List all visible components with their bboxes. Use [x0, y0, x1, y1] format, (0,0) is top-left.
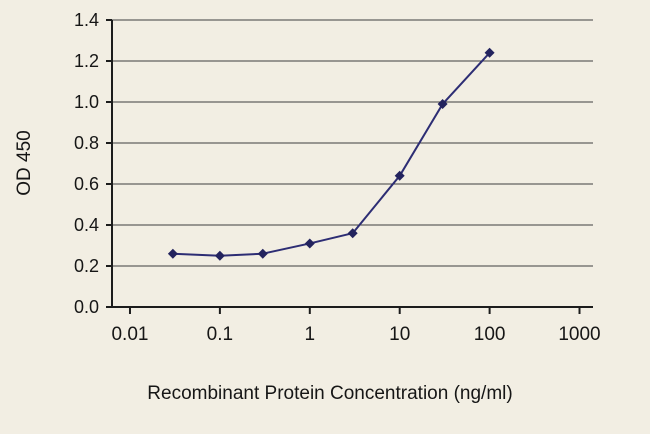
data-point-marker: [394, 170, 405, 181]
y-tick-label: 1.2: [74, 51, 99, 71]
data-point-marker: [437, 99, 448, 110]
x-tick-label: 1000: [558, 324, 600, 345]
y-tick-label: 0.6: [74, 174, 99, 194]
y-tick-label: 1.4: [74, 10, 99, 30]
y-tick-label: 0.8: [74, 133, 99, 153]
x-tick-label: 0.1: [207, 324, 233, 345]
y-axis-title: OD 450: [14, 130, 35, 195]
data-point-marker: [257, 248, 268, 259]
y-tick-label: 0.4: [74, 215, 99, 235]
data-point-marker: [484, 47, 495, 58]
data-point-marker: [214, 250, 225, 261]
data-point-marker: [304, 238, 315, 249]
data-series: [167, 47, 495, 261]
y-tick-labels: 0.0 0.2 0.4 0.6 0.8 1.0 1.2 1.4: [74, 10, 112, 317]
y-tick-label: 0.0: [74, 297, 99, 317]
x-tick-label: 1: [305, 324, 316, 345]
data-point-marker: [167, 248, 178, 259]
y-tick-label: 1.0: [74, 92, 99, 112]
x-axis-title: Recombinant Protein Concentration (ng/ml…: [147, 383, 512, 404]
axes: [111, 20, 593, 308]
x-tick-label: 0.01: [111, 324, 148, 345]
x-tick-labels: 0.01 0.1 1 10 100 1000: [111, 307, 601, 345]
data-point-marker: [347, 228, 358, 239]
y-tick-label: 0.2: [74, 256, 99, 276]
x-tick-label: 100: [474, 324, 506, 345]
gridlines: [112, 19, 593, 308]
x-tick-label: 10: [389, 324, 410, 345]
series-line: [172, 52, 491, 257]
